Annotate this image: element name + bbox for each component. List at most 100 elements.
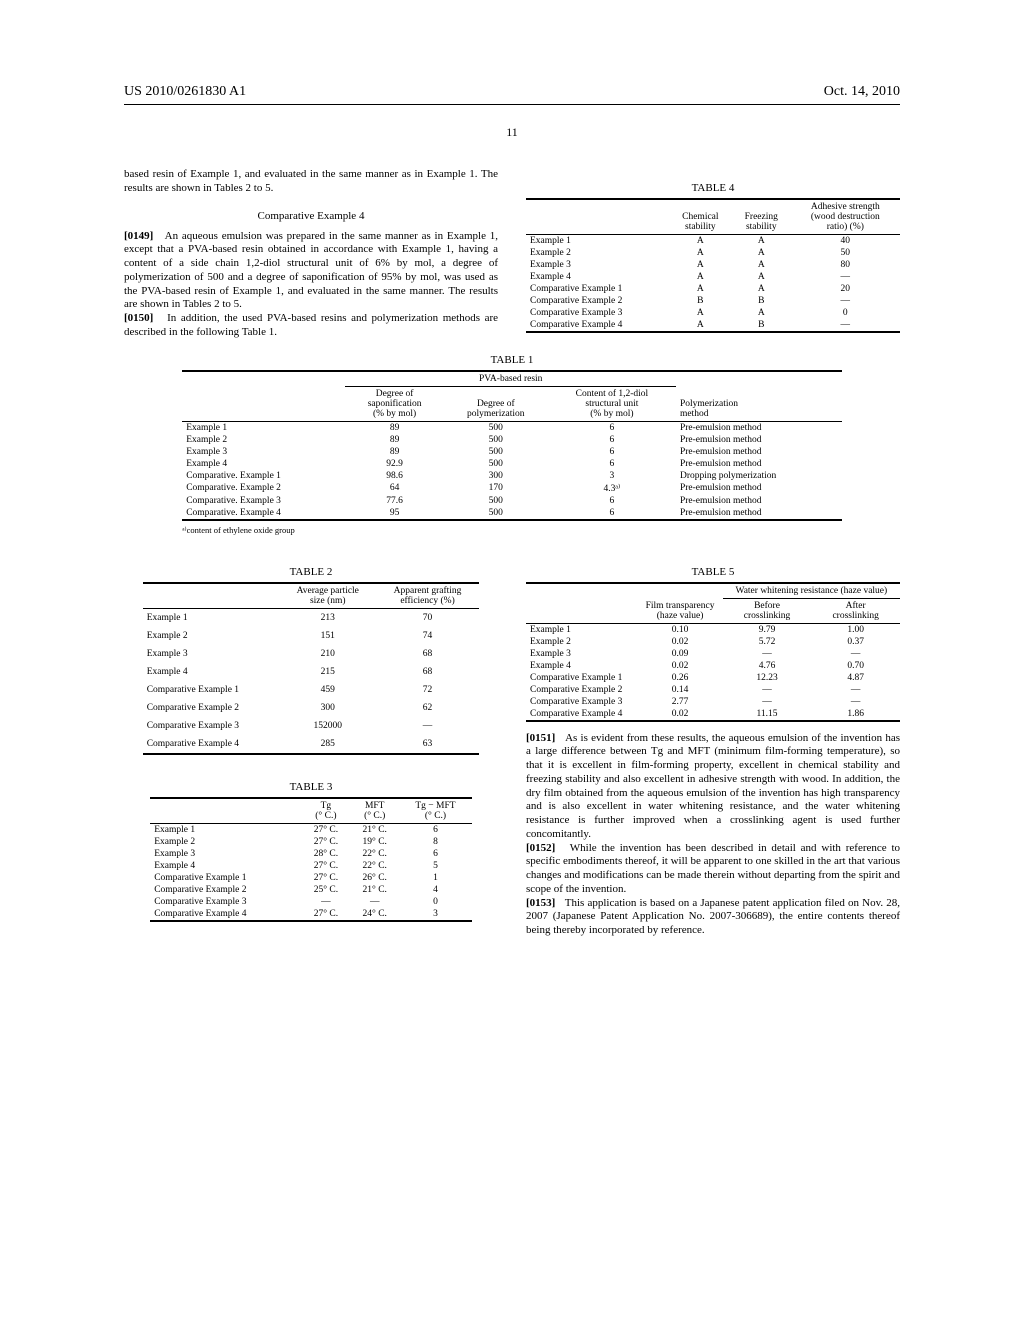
left-column-top: based resin of Example 1, and evaluated … — [124, 168, 498, 340]
row-label: Comparative Example 2 — [143, 699, 280, 717]
cell: A — [669, 307, 732, 319]
cell: 0.14 — [637, 684, 722, 696]
cell: 27° C. — [301, 860, 350, 872]
table-row: Comparative. Example 198.63003Dropping p… — [182, 470, 842, 482]
table-row: Comparative Example 127° C.26° C.1 — [150, 872, 472, 884]
table1: PVA-based resin Degree ofsaponification(… — [182, 370, 842, 521]
cell: 63 — [376, 735, 480, 754]
cell: 1.86 — [811, 708, 900, 721]
table-row: Comparative Example 225° C.21° C.4 — [150, 884, 472, 896]
table-row: Example 3AA80 — [526, 259, 900, 271]
cell: 3 — [548, 470, 676, 482]
row-label: Comparative Example 3 — [526, 696, 637, 708]
cell: 5.72 — [723, 636, 812, 648]
cell: 19° C. — [350, 836, 399, 848]
table-row: Comparative. Example 2641704.3ᵃ⁾Pre-emul… — [182, 482, 842, 495]
table-row: Example 1AA40 — [526, 235, 900, 248]
cell: 4.87 — [811, 672, 900, 684]
cell: A — [669, 247, 732, 259]
row-label: Comparative. Example 1 — [182, 470, 345, 482]
cell: 89 — [345, 421, 443, 434]
cell: A — [669, 259, 732, 271]
cell: 500 — [444, 434, 548, 446]
paragraph-0150: [0150] In addition, the used PVA-based r… — [124, 312, 498, 340]
page-number: 11 — [124, 125, 900, 140]
table3-header-tg: Tg(° C.) — [301, 798, 350, 824]
cell: 50 — [791, 247, 900, 259]
cell: A — [732, 307, 791, 319]
para-text-0150: In addition, the used PVA-based resins a… — [124, 312, 498, 338]
cell: 6 — [548, 495, 676, 507]
table-row: Comparative Example 40.0211.151.86 — [526, 708, 900, 721]
cell: 300 — [444, 470, 548, 482]
table-row: Comparative Example 10.2612.234.87 — [526, 672, 900, 684]
row-label: Comparative. Example 3 — [182, 495, 345, 507]
cell: 300 — [280, 699, 376, 717]
cell: 72 — [376, 681, 480, 699]
table-row: Example 227° C.19° C.8 — [150, 836, 472, 848]
table-row: Comparative Example 1AA20 — [526, 283, 900, 295]
table-row: Example 127° C.21° C.6 — [150, 823, 472, 836]
cell: — — [811, 684, 900, 696]
cell: 6 — [548, 507, 676, 520]
cell: 8 — [399, 836, 472, 848]
table-row: Comparative Example 3AA0 — [526, 307, 900, 319]
cell: — — [350, 896, 399, 908]
cell: — — [723, 684, 812, 696]
table1-header-content: Content of 1,2-diolstructural unit(% by … — [548, 386, 676, 421]
cell: — — [376, 717, 480, 735]
table-row: Example 492.95006Pre-emulsion method — [182, 458, 842, 470]
cell: 0.02 — [637, 660, 722, 672]
cell: 0.26 — [637, 672, 722, 684]
cell: Pre-emulsion method — [676, 482, 842, 495]
cell: 285 — [280, 735, 376, 754]
cell: 25° C. — [301, 884, 350, 896]
cell: 6 — [399, 823, 472, 836]
cell: — — [791, 271, 900, 283]
row-label: Example 4 — [526, 271, 669, 283]
cell: — — [791, 319, 900, 332]
row-label: Example 1 — [526, 235, 669, 248]
page-header: US 2010/0261830 A1 Oct. 14, 2010 — [124, 84, 900, 105]
table5-group-header: Water whitening resistance (haze value) — [723, 583, 900, 599]
row-label: Example 3 — [182, 446, 345, 458]
cell: 4.3ᵃ⁾ — [548, 482, 676, 495]
cell: 2.77 — [637, 696, 722, 708]
paragraph-0149: [0149] An aqueous emulsion was prepared … — [124, 230, 498, 313]
cell: B — [732, 295, 791, 307]
row-label: Comparative Example 3 — [143, 717, 280, 735]
cell: A — [732, 247, 791, 259]
cell: 1.00 — [811, 623, 900, 636]
row-label: Example 4 — [150, 860, 301, 872]
table4-header-freeze: Freezingstability — [732, 199, 791, 235]
table2-header-size: Average particlesize (nm) — [280, 583, 376, 609]
cell: 4 — [399, 884, 472, 896]
table-row: Comparative Example 3——0 — [150, 896, 472, 908]
cell: Dropping polymerization — [676, 470, 842, 482]
row-label: Example 1 — [150, 823, 301, 836]
cell: 28° C. — [301, 848, 350, 860]
table-row: Example 2895006Pre-emulsion method — [182, 434, 842, 446]
cell: Pre-emulsion method — [676, 458, 842, 470]
cell: 6 — [548, 434, 676, 446]
cell: 500 — [444, 446, 548, 458]
cell: 152000 — [280, 717, 376, 735]
table-row: Example 10.109.791.00 — [526, 623, 900, 636]
cell: 95 — [345, 507, 443, 520]
row-label: Comparative Example 1 — [526, 672, 637, 684]
row-label: Comparative. Example 4 — [182, 507, 345, 520]
table-row: Example 4AA— — [526, 271, 900, 283]
row-label: Example 4 — [526, 660, 637, 672]
cell: 22° C. — [350, 860, 399, 872]
cell: 500 — [444, 495, 548, 507]
para-num-0153: [0153] — [526, 897, 555, 909]
table-row: Example 2AA50 — [526, 247, 900, 259]
row-label: Example 2 — [143, 627, 280, 645]
table-row: Example 321068 — [143, 645, 480, 663]
cell: 80 — [791, 259, 900, 271]
table-row: Example 421568 — [143, 663, 480, 681]
cell: 210 — [280, 645, 376, 663]
table4-caption: TABLE 4 — [526, 182, 900, 194]
row-label: Comparative Example 4 — [143, 735, 280, 754]
cell: 151 — [280, 627, 376, 645]
